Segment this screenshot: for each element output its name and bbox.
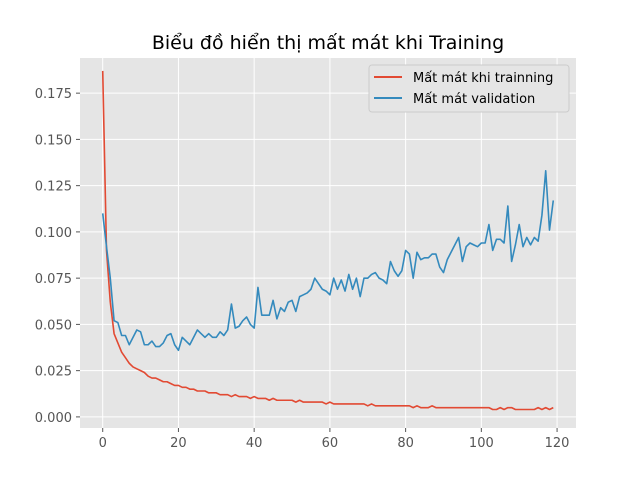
training-loss-line: [101, 70, 554, 411]
validation-loss-line: [101, 170, 555, 352]
legend-box: [368, 64, 570, 113]
legend-label-validation: Mất mát validation: [413, 92, 535, 107]
plot-area: [80, 58, 576, 428]
y-tick-label: 0.150: [35, 133, 72, 148]
x-tick-label: 0: [99, 436, 107, 451]
x-tick-label: 20: [170, 436, 187, 451]
series-lines: [101, 70, 555, 411]
x-axis-ticks: 0 20 40 60 80 100 120: [99, 428, 570, 451]
x-tick-label: 40: [246, 436, 263, 451]
y-tick-label: 0.175: [35, 87, 72, 102]
legend: Mất mát khi trainning Mất mát validation: [368, 64, 570, 113]
y-tick-label: 0.025: [35, 365, 72, 380]
y-tick-label: 0.000: [35, 411, 72, 426]
y-axis-ticks: 0.000 0.025 0.050 0.075 0.100 0.125 0.150 0.175: [35, 87, 80, 426]
y-tick-label: 0.050: [35, 318, 72, 333]
x-tick-label: 100: [469, 436, 494, 451]
legend-label-training: Mất mát khi trainning: [413, 71, 553, 86]
chart-title: Biểu đồ hiển thị mất mát khi Training: [152, 32, 504, 54]
x-tick-label: 80: [397, 436, 414, 451]
y-tick-label: 0.125: [35, 180, 72, 195]
y-tick-label: 0.100: [35, 226, 72, 241]
y-tick-label: 0.075: [35, 272, 72, 287]
x-tick-label: 60: [322, 436, 339, 451]
x-tick-label: 120: [545, 436, 570, 451]
